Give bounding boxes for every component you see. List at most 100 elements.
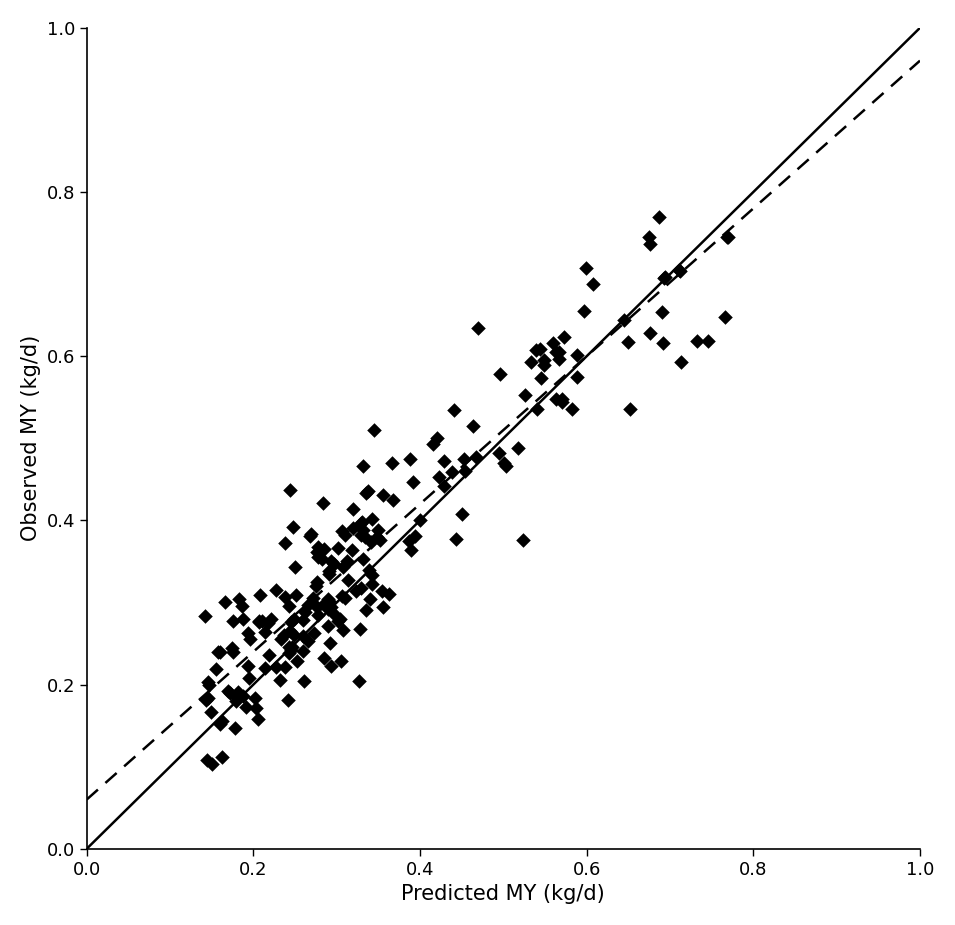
Point <box>228 693 244 708</box>
Point <box>355 552 371 567</box>
Point <box>257 660 272 675</box>
Point <box>208 661 223 676</box>
Point <box>623 401 638 416</box>
Point <box>197 609 212 623</box>
Point <box>719 230 734 245</box>
Point <box>532 342 547 357</box>
Point <box>515 532 530 547</box>
Point <box>321 563 336 578</box>
Point <box>248 700 264 715</box>
Point <box>402 534 417 549</box>
Point <box>283 614 298 629</box>
Point <box>283 623 298 638</box>
Point <box>322 566 337 581</box>
Point <box>335 623 350 637</box>
Point <box>642 237 657 252</box>
Point <box>384 456 399 471</box>
Point <box>564 401 580 416</box>
Point <box>286 612 301 627</box>
Point <box>273 632 288 647</box>
Point <box>258 624 273 639</box>
Point <box>334 524 350 538</box>
Point <box>536 358 551 373</box>
Point <box>199 692 214 707</box>
Point <box>654 305 669 320</box>
Point <box>268 660 284 674</box>
Point <box>672 264 688 278</box>
Point <box>251 614 266 629</box>
Point <box>323 659 338 673</box>
Point <box>218 595 233 610</box>
Point <box>352 622 368 636</box>
Point <box>334 654 350 669</box>
Point <box>227 721 243 735</box>
Point <box>200 753 215 768</box>
Point <box>309 599 325 614</box>
Point <box>551 352 566 366</box>
Point <box>570 369 585 384</box>
Point <box>327 607 342 622</box>
Point <box>288 587 304 602</box>
Point <box>358 602 373 617</box>
Point <box>308 579 324 594</box>
Point <box>324 599 339 614</box>
Point <box>295 629 310 644</box>
Point <box>284 643 299 658</box>
Point <box>548 392 563 407</box>
Point <box>493 366 508 381</box>
Point <box>406 475 421 489</box>
Point <box>235 688 250 703</box>
Point <box>353 581 369 596</box>
Point <box>456 451 472 466</box>
Point <box>251 614 266 629</box>
Point <box>201 691 216 706</box>
Point <box>425 437 440 451</box>
Point <box>250 711 265 726</box>
Point <box>372 533 388 548</box>
Point <box>362 592 377 607</box>
Point <box>346 501 361 516</box>
Point <box>315 496 330 511</box>
Point <box>690 333 705 348</box>
Point <box>307 625 322 640</box>
Point <box>545 336 561 351</box>
Point <box>533 370 548 385</box>
Point <box>435 453 451 468</box>
Point <box>228 689 244 704</box>
Point <box>616 312 631 327</box>
Point <box>455 507 470 522</box>
Point <box>327 556 342 571</box>
Point <box>281 692 296 707</box>
Point <box>385 493 400 508</box>
Point <box>286 628 301 643</box>
Point <box>457 463 473 478</box>
Point <box>349 583 364 598</box>
Point <box>518 388 533 402</box>
Point <box>336 560 351 574</box>
Point <box>337 591 352 606</box>
Point <box>277 589 292 604</box>
Point <box>221 684 236 698</box>
Point <box>358 486 373 500</box>
Point <box>364 577 379 592</box>
Point <box>354 514 370 529</box>
Point <box>469 450 484 464</box>
Point <box>213 717 228 732</box>
Point <box>498 458 513 473</box>
Point <box>337 528 352 543</box>
Point <box>240 625 255 640</box>
Point <box>360 484 375 499</box>
Point <box>213 645 228 660</box>
Point <box>286 519 301 534</box>
Point <box>316 542 331 557</box>
Point <box>361 562 376 577</box>
Point <box>309 574 325 589</box>
Point <box>339 554 354 569</box>
Point <box>555 395 570 410</box>
Point <box>222 685 237 700</box>
Point <box>214 713 229 728</box>
Point <box>240 659 255 673</box>
Point <box>431 470 446 485</box>
Point <box>204 757 220 771</box>
Point <box>253 587 268 602</box>
